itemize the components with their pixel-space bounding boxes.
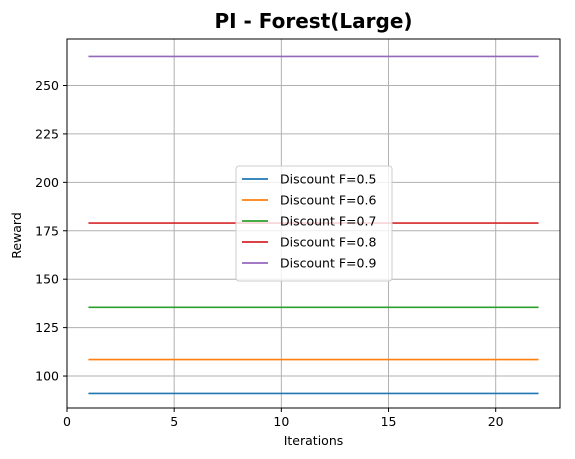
x-tick-label: 5: [170, 414, 178, 429]
y-tick-label: 125: [35, 320, 59, 335]
legend-label: Discount F=0.9: [280, 256, 376, 271]
plot-frame: [66, 38, 561, 409]
series-lines: [88, 55, 539, 395]
x-tick-label: 10: [273, 414, 289, 429]
x-tick-label: 15: [381, 414, 397, 429]
y-axis: 100 125 150 175 200 225 250: [35, 78, 67, 384]
y-axis-label: Reward: [9, 212, 24, 259]
x-axis: 0 5 10 15 20: [63, 408, 504, 429]
legend-label: Discount F=0.6: [280, 193, 376, 208]
legend-label: Discount F=0.8: [280, 235, 376, 250]
legend-label: Discount F=0.7: [280, 214, 376, 229]
y-tick-label: 200: [35, 175, 59, 190]
legend: Discount F=0.5 Discount F=0.6 Discount F=0…: [235, 165, 393, 282]
y-tick-label: 100: [35, 369, 59, 384]
x-axis-label: Iterations: [284, 433, 344, 448]
legend-label: Discount F=0.5: [280, 172, 376, 187]
x-tick-label: 0: [63, 414, 71, 429]
chart-title: PI - Forest(Large): [214, 9, 412, 33]
y-tick-label: 250: [35, 78, 59, 93]
legend-box: [235, 165, 393, 282]
y-tick-label: 225: [35, 126, 59, 141]
y-tick-label: 150: [35, 272, 59, 287]
y-tick-label: 175: [35, 223, 59, 238]
x-tick-label: 20: [488, 414, 504, 429]
